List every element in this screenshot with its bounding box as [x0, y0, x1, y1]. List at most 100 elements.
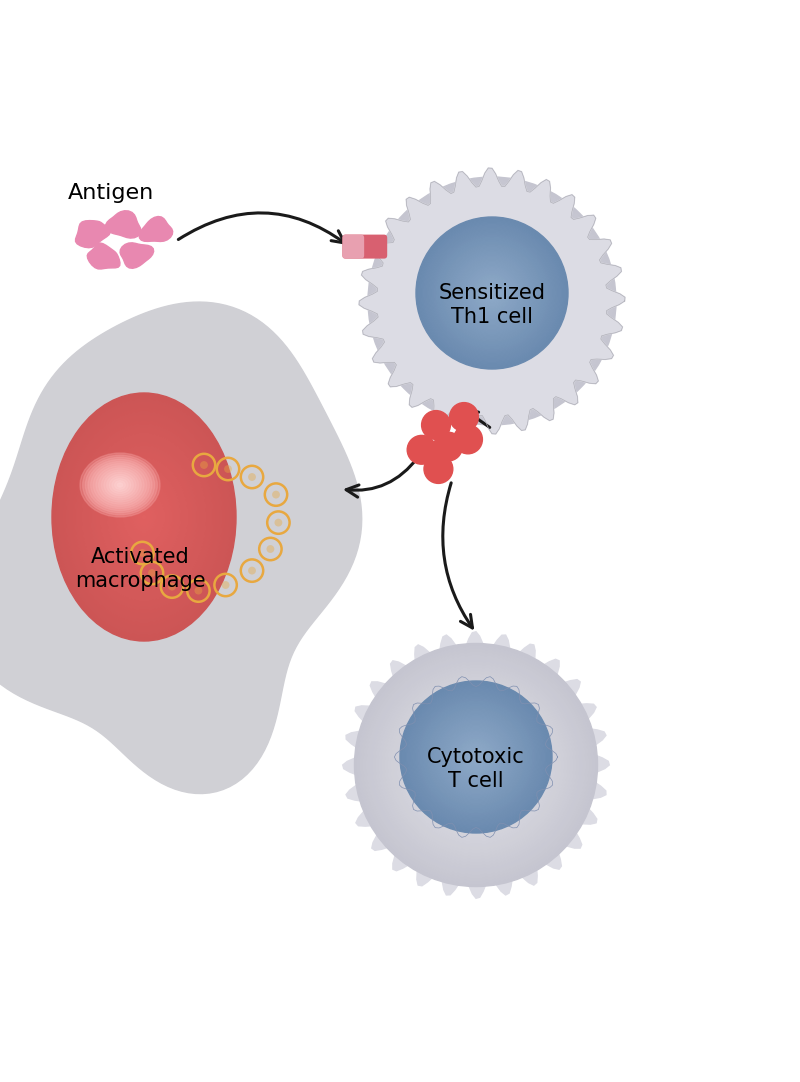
Circle shape	[394, 683, 558, 847]
Text: Sensitized
Th1 cell: Sensitized Th1 cell	[438, 283, 546, 327]
Ellipse shape	[107, 467, 181, 567]
Circle shape	[477, 278, 507, 308]
Circle shape	[424, 225, 560, 361]
Circle shape	[421, 229, 563, 372]
Circle shape	[453, 735, 499, 780]
Ellipse shape	[104, 472, 136, 498]
Ellipse shape	[94, 464, 146, 506]
Circle shape	[469, 270, 515, 316]
Circle shape	[371, 180, 613, 422]
Circle shape	[462, 263, 522, 324]
Circle shape	[407, 435, 436, 464]
Circle shape	[409, 698, 543, 832]
Ellipse shape	[75, 424, 213, 610]
Circle shape	[442, 731, 510, 799]
Circle shape	[487, 288, 497, 298]
Circle shape	[168, 583, 176, 591]
Circle shape	[411, 221, 573, 382]
Circle shape	[474, 275, 510, 311]
Circle shape	[437, 726, 515, 805]
Ellipse shape	[66, 411, 222, 622]
Polygon shape	[120, 242, 154, 268]
Circle shape	[358, 647, 594, 884]
Circle shape	[446, 735, 506, 795]
Ellipse shape	[118, 483, 122, 487]
Circle shape	[405, 686, 547, 828]
Circle shape	[224, 465, 232, 473]
Ellipse shape	[133, 501, 155, 532]
Circle shape	[442, 242, 542, 344]
Circle shape	[396, 204, 588, 397]
Circle shape	[464, 273, 520, 329]
Circle shape	[138, 549, 146, 557]
Circle shape	[463, 744, 489, 769]
FancyBboxPatch shape	[342, 235, 364, 259]
Circle shape	[454, 264, 530, 339]
Circle shape	[427, 236, 557, 366]
Polygon shape	[75, 221, 110, 248]
Circle shape	[381, 189, 604, 412]
Circle shape	[467, 276, 517, 326]
Circle shape	[461, 742, 491, 773]
Ellipse shape	[130, 499, 158, 536]
Circle shape	[438, 720, 514, 795]
Ellipse shape	[142, 514, 146, 520]
Circle shape	[383, 193, 601, 409]
Ellipse shape	[114, 477, 174, 557]
Circle shape	[420, 701, 532, 813]
Polygon shape	[0, 302, 362, 793]
Circle shape	[470, 279, 514, 322]
Circle shape	[428, 709, 524, 805]
Polygon shape	[106, 211, 141, 238]
Ellipse shape	[82, 433, 206, 601]
Circle shape	[361, 649, 591, 881]
Circle shape	[272, 490, 280, 499]
Ellipse shape	[84, 436, 204, 597]
Circle shape	[376, 664, 576, 866]
Ellipse shape	[117, 479, 171, 554]
Ellipse shape	[86, 458, 154, 513]
Circle shape	[422, 703, 530, 810]
Ellipse shape	[90, 462, 150, 509]
Circle shape	[248, 473, 256, 480]
Circle shape	[441, 722, 511, 792]
Circle shape	[400, 689, 552, 841]
Circle shape	[458, 747, 494, 783]
Ellipse shape	[79, 431, 208, 604]
Circle shape	[464, 753, 488, 777]
Circle shape	[421, 222, 563, 364]
Circle shape	[454, 255, 530, 331]
Circle shape	[430, 239, 554, 362]
Circle shape	[466, 267, 518, 318]
Circle shape	[393, 202, 591, 400]
Circle shape	[274, 518, 282, 527]
Circle shape	[424, 713, 528, 817]
Circle shape	[458, 267, 526, 335]
Circle shape	[418, 699, 534, 815]
Circle shape	[474, 754, 478, 760]
Polygon shape	[139, 216, 173, 241]
Circle shape	[446, 254, 538, 347]
Circle shape	[408, 688, 544, 826]
Circle shape	[435, 716, 517, 797]
Circle shape	[415, 704, 537, 826]
Circle shape	[482, 282, 502, 303]
Circle shape	[461, 750, 491, 780]
Circle shape	[370, 659, 582, 871]
Circle shape	[418, 708, 534, 822]
Circle shape	[418, 226, 566, 375]
Circle shape	[470, 758, 482, 771]
Ellipse shape	[100, 458, 188, 576]
Circle shape	[457, 258, 527, 329]
Circle shape	[438, 240, 546, 346]
Ellipse shape	[82, 456, 158, 515]
Circle shape	[427, 716, 525, 814]
Ellipse shape	[102, 461, 186, 572]
Circle shape	[459, 260, 525, 326]
Ellipse shape	[102, 470, 138, 500]
Circle shape	[354, 644, 598, 886]
Circle shape	[391, 679, 561, 850]
Ellipse shape	[105, 464, 183, 570]
Circle shape	[424, 454, 453, 484]
Circle shape	[388, 677, 564, 853]
